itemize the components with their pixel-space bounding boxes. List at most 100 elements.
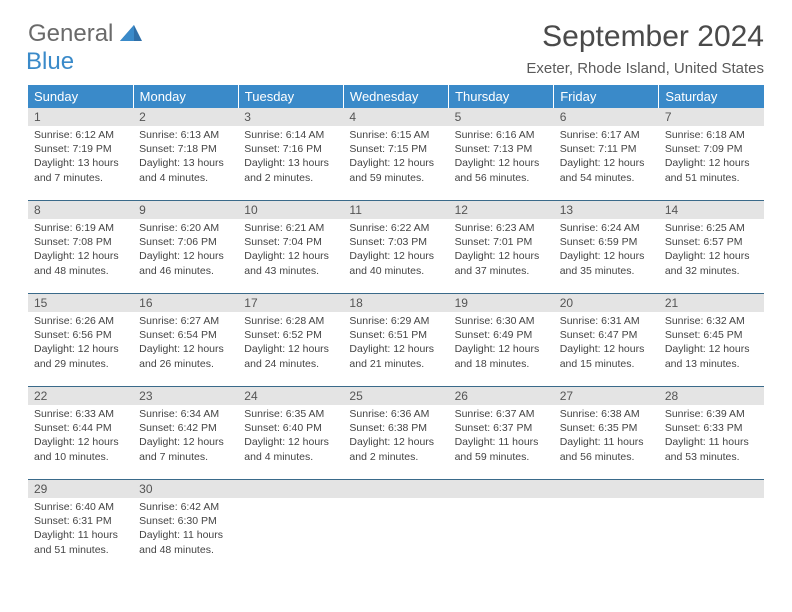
daylight-text: Daylight: 12 hours and 4 minutes.: [244, 435, 337, 463]
daylight-text: Daylight: 12 hours and 15 minutes.: [560, 342, 653, 370]
day-body: Sunrise: 6:28 AMSunset: 6:52 PMDaylight:…: [238, 312, 343, 375]
day-body: Sunrise: 6:14 AMSunset: 7:16 PMDaylight:…: [238, 126, 343, 189]
sunrise-text: Sunrise: 6:24 AM: [560, 221, 653, 235]
day-body: Sunrise: 6:23 AMSunset: 7:01 PMDaylight:…: [449, 219, 554, 282]
sunset-text: Sunset: 6:57 PM: [665, 235, 758, 249]
day-number: 9: [133, 201, 238, 219]
day-body: Sunrise: 6:17 AMSunset: 7:11 PMDaylight:…: [554, 126, 659, 189]
logo: General Blue: [28, 20, 142, 76]
calendar-day-cell: 9Sunrise: 6:20 AMSunset: 7:06 PMDaylight…: [133, 201, 238, 294]
day-body: Sunrise: 6:32 AMSunset: 6:45 PMDaylight:…: [659, 312, 764, 375]
sunrise-text: Sunrise: 6:39 AM: [665, 407, 758, 421]
col-friday: Friday: [554, 85, 659, 108]
calendar-day-cell: 28Sunrise: 6:39 AMSunset: 6:33 PMDayligh…: [659, 387, 764, 480]
daylight-text: Daylight: 12 hours and 54 minutes.: [560, 156, 653, 184]
sunset-text: Sunset: 7:08 PM: [34, 235, 127, 249]
calendar-day-cell: 16Sunrise: 6:27 AMSunset: 6:54 PMDayligh…: [133, 294, 238, 387]
day-number: 21: [659, 294, 764, 312]
day-number: 14: [659, 201, 764, 219]
calendar-day-cell: [554, 480, 659, 573]
sunrise-text: Sunrise: 6:21 AM: [244, 221, 337, 235]
calendar-day-cell: 7Sunrise: 6:18 AMSunset: 7:09 PMDaylight…: [659, 108, 764, 201]
sunrise-text: Sunrise: 6:26 AM: [34, 314, 127, 328]
header: General Blue September 2024 Exeter, Rhod…: [28, 20, 764, 77]
location-subtitle: Exeter, Rhode Island, United States: [526, 60, 764, 77]
day-body: Sunrise: 6:20 AMSunset: 7:06 PMDaylight:…: [133, 219, 238, 282]
daylight-text: Daylight: 12 hours and 37 minutes.: [455, 249, 548, 277]
day-body: Sunrise: 6:35 AMSunset: 6:40 PMDaylight:…: [238, 405, 343, 468]
sunrise-text: Sunrise: 6:18 AM: [665, 128, 758, 142]
day-body: Sunrise: 6:19 AMSunset: 7:08 PMDaylight:…: [28, 219, 133, 282]
calendar-day-cell: [343, 480, 448, 573]
calendar-day-cell: 30Sunrise: 6:42 AMSunset: 6:30 PMDayligh…: [133, 480, 238, 573]
day-body: Sunrise: 6:30 AMSunset: 6:49 PMDaylight:…: [449, 312, 554, 375]
day-number: 20: [554, 294, 659, 312]
calendar-day-cell: 20Sunrise: 6:31 AMSunset: 6:47 PMDayligh…: [554, 294, 659, 387]
day-body: Sunrise: 6:36 AMSunset: 6:38 PMDaylight:…: [343, 405, 448, 468]
calendar-week-row: 22Sunrise: 6:33 AMSunset: 6:44 PMDayligh…: [28, 387, 764, 480]
daylight-text: Daylight: 12 hours and 46 minutes.: [139, 249, 232, 277]
day-number: 23: [133, 387, 238, 405]
col-saturday: Saturday: [659, 85, 764, 108]
calendar-day-cell: 15Sunrise: 6:26 AMSunset: 6:56 PMDayligh…: [28, 294, 133, 387]
calendar-day-cell: 25Sunrise: 6:36 AMSunset: 6:38 PMDayligh…: [343, 387, 448, 480]
daylight-text: Daylight: 12 hours and 24 minutes.: [244, 342, 337, 370]
sunrise-text: Sunrise: 6:20 AM: [139, 221, 232, 235]
logo-word-general: General: [28, 20, 113, 47]
calendar-body: 1Sunrise: 6:12 AMSunset: 7:19 PMDaylight…: [28, 108, 764, 572]
calendar-week-row: 8Sunrise: 6:19 AMSunset: 7:08 PMDaylight…: [28, 201, 764, 294]
daylight-text: Daylight: 12 hours and 2 minutes.: [349, 435, 442, 463]
daylight-text: Daylight: 12 hours and 59 minutes.: [349, 156, 442, 184]
sunrise-text: Sunrise: 6:25 AM: [665, 221, 758, 235]
calendar-day-cell: 18Sunrise: 6:29 AMSunset: 6:51 PMDayligh…: [343, 294, 448, 387]
day-number: 2: [133, 108, 238, 126]
sunrise-text: Sunrise: 6:34 AM: [139, 407, 232, 421]
sunset-text: Sunset: 7:03 PM: [349, 235, 442, 249]
day-number: 24: [238, 387, 343, 405]
calendar-day-cell: 27Sunrise: 6:38 AMSunset: 6:35 PMDayligh…: [554, 387, 659, 480]
sunset-text: Sunset: 7:09 PM: [665, 142, 758, 156]
day-body: Sunrise: 6:18 AMSunset: 7:09 PMDaylight:…: [659, 126, 764, 189]
sunrise-text: Sunrise: 6:27 AM: [139, 314, 232, 328]
day-body: Sunrise: 6:29 AMSunset: 6:51 PMDaylight:…: [343, 312, 448, 375]
calendar-page: General Blue September 2024 Exeter, Rhod…: [0, 0, 792, 592]
sunset-text: Sunset: 7:06 PM: [139, 235, 232, 249]
daylight-text: Daylight: 12 hours and 7 minutes.: [139, 435, 232, 463]
sunset-text: Sunset: 7:15 PM: [349, 142, 442, 156]
day-number: 13: [554, 201, 659, 219]
day-number: 7: [659, 108, 764, 126]
day-number: 22: [28, 387, 133, 405]
daylight-text: Daylight: 13 hours and 2 minutes.: [244, 156, 337, 184]
empty-day-strip: [449, 480, 554, 498]
col-monday: Monday: [133, 85, 238, 108]
daylight-text: Daylight: 13 hours and 4 minutes.: [139, 156, 232, 184]
day-body: Sunrise: 6:34 AMSunset: 6:42 PMDaylight:…: [133, 405, 238, 468]
sunrise-text: Sunrise: 6:33 AM: [34, 407, 127, 421]
calendar-day-cell: 29Sunrise: 6:40 AMSunset: 6:31 PMDayligh…: [28, 480, 133, 573]
calendar-week-row: 15Sunrise: 6:26 AMSunset: 6:56 PMDayligh…: [28, 294, 764, 387]
day-number: 27: [554, 387, 659, 405]
day-body: Sunrise: 6:26 AMSunset: 6:56 PMDaylight:…: [28, 312, 133, 375]
calendar-day-cell: 24Sunrise: 6:35 AMSunset: 6:40 PMDayligh…: [238, 387, 343, 480]
sunset-text: Sunset: 6:56 PM: [34, 328, 127, 342]
calendar-day-cell: 5Sunrise: 6:16 AMSunset: 7:13 PMDaylight…: [449, 108, 554, 201]
daylight-text: Daylight: 13 hours and 7 minutes.: [34, 156, 127, 184]
sunset-text: Sunset: 6:40 PM: [244, 421, 337, 435]
calendar-day-cell: 23Sunrise: 6:34 AMSunset: 6:42 PMDayligh…: [133, 387, 238, 480]
calendar-day-cell: 14Sunrise: 6:25 AMSunset: 6:57 PMDayligh…: [659, 201, 764, 294]
daylight-text: Daylight: 12 hours and 51 minutes.: [665, 156, 758, 184]
col-sunday: Sunday: [28, 85, 133, 108]
daylight-text: Daylight: 12 hours and 18 minutes.: [455, 342, 548, 370]
sunrise-text: Sunrise: 6:42 AM: [139, 500, 232, 514]
sunset-text: Sunset: 6:33 PM: [665, 421, 758, 435]
sunrise-text: Sunrise: 6:28 AM: [244, 314, 337, 328]
day-body: Sunrise: 6:37 AMSunset: 6:37 PMDaylight:…: [449, 405, 554, 468]
calendar-day-cell: [659, 480, 764, 573]
day-number: 19: [449, 294, 554, 312]
day-body: Sunrise: 6:21 AMSunset: 7:04 PMDaylight:…: [238, 219, 343, 282]
sunset-text: Sunset: 6:54 PM: [139, 328, 232, 342]
sunset-text: Sunset: 6:38 PM: [349, 421, 442, 435]
sunset-text: Sunset: 7:13 PM: [455, 142, 548, 156]
daylight-text: Daylight: 12 hours and 35 minutes.: [560, 249, 653, 277]
sunrise-text: Sunrise: 6:23 AM: [455, 221, 548, 235]
